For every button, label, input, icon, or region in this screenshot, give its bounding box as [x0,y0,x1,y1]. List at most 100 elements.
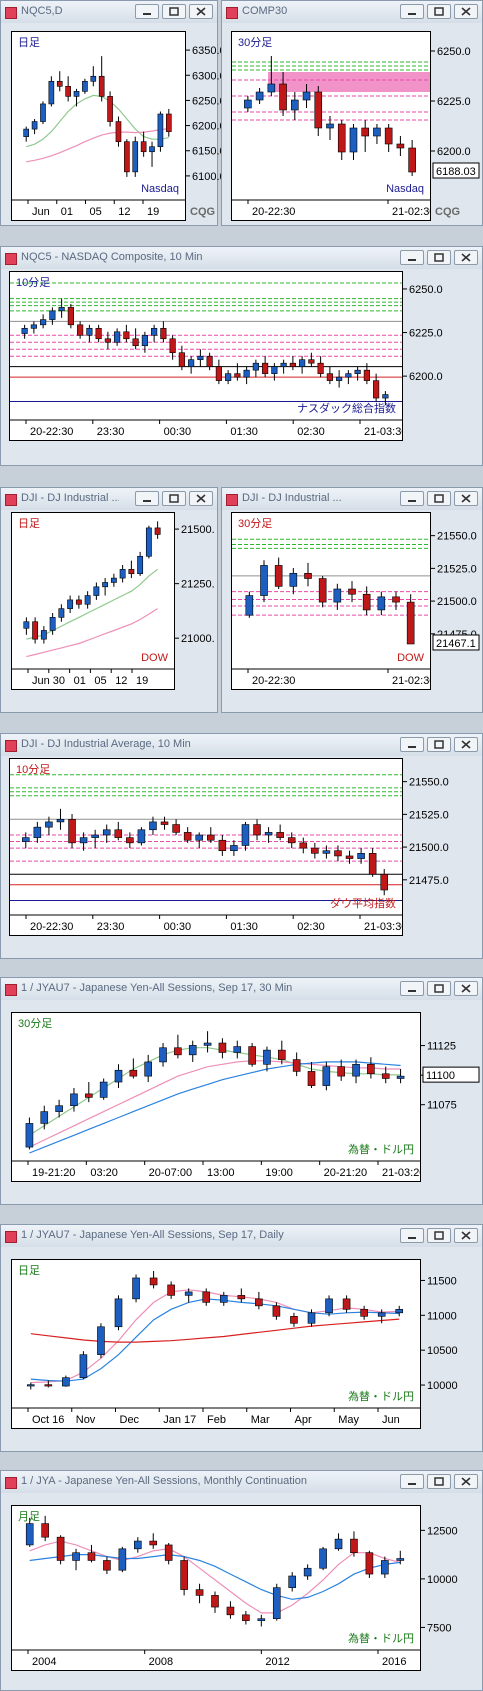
close-button[interactable] [454,491,478,506]
candle [40,101,46,125]
window-title: DJI - DJ Industrial ... [21,492,119,504]
plot-area[interactable]: 19-21:20 03:20 20-07:00 13:00 19:00 20-21:20 2… [11,1012,421,1182]
close-button[interactable] [454,981,478,996]
minimize-button[interactable] [400,737,424,752]
close-button[interactable] [189,4,213,19]
close-button[interactable] [454,1474,478,1489]
chart-app-icon [5,740,17,752]
plot-area[interactable]: Jun 30 01 05 12 19 日足 DOW [11,512,175,690]
window-title-bar[interactable]: DJI - DJ Industrial Average, 10 Min [1,734,482,756]
window-title-bar[interactable]: NQC5 - NASDAQ Composite, 10 Min [1,247,482,269]
close-button[interactable] [454,1228,478,1243]
x-tick-label: 01 [74,675,86,687]
close-icon [461,984,471,993]
plot-area[interactable]: 20-22:30 23:30 00:30 01:30 02:30 21-03:30 10分足… [9,758,403,936]
window-title-bar[interactable]: 1 / JYA - Japanese Yen-All Sessions, Mon… [1,1471,482,1493]
candle [255,1291,263,1310]
candle [95,324,102,343]
minimize-button[interactable] [400,1474,424,1489]
plot-area[interactable]: 20-22:30 21-02:30 30分足 DOW [231,512,431,690]
window-title-bar[interactable]: 1 / JYAU7 - Japanese Yen-All Sessions, S… [1,1225,482,1247]
x-tick-label: 23:30 [97,921,125,933]
timeframe-tag: 日足 [18,1265,40,1277]
candle [114,328,121,346]
plot-area[interactable]: Oct 16 Nov Dec Jan 17 Feb Mar Apr May Jun 日足 為替・ドル… [11,1259,421,1429]
plot-area[interactable]: 2004 2008 2012 2016 月足 為替・ドル円 [11,1505,421,1671]
candle [26,1382,35,1390]
y-tick-label: 6200.0 [437,146,471,158]
chart-app-icon [226,494,238,506]
moving-average-line [30,1289,400,1384]
x-tick-label: 21-03:30 [364,426,403,438]
candle [197,349,204,367]
candle [206,352,213,371]
candle [367,1057,375,1079]
close-button[interactable] [454,250,478,265]
x-tick-label: 19 [136,675,148,687]
maximize-button[interactable] [162,491,186,506]
chart-app-icon [226,7,238,19]
candle [132,1274,140,1303]
maximize-button[interactable] [427,250,451,265]
minimize-button[interactable] [400,4,424,19]
candle [41,1515,49,1542]
y-tick-label: 10500 [427,1345,458,1357]
candle [56,71,63,92]
window-title-bar[interactable]: 1 / JYAU7 - Japanese Yen-All Sessions, S… [1,978,482,1000]
window-title-bar[interactable]: DJI - DJ Industrial ... [222,488,482,510]
minimize-icon [143,500,151,502]
maximize-button[interactable] [427,1474,451,1489]
candle [262,356,269,378]
maximize-button[interactable] [427,4,451,19]
plot-area[interactable]: 20-22:30 23:30 00:30 01:30 02:30 21-03:30 10分足… [9,271,403,441]
candle [241,821,250,851]
close-icon [461,1477,471,1486]
window-title-bar[interactable]: COMP30 [222,1,482,23]
x-tick-label: Jun [32,675,50,687]
candle [373,373,380,402]
candle [382,391,389,406]
candle [110,573,117,587]
y-tick-label: 21550.0 [437,531,477,543]
maximize-button[interactable] [427,491,451,506]
maximize-button[interactable] [427,737,451,752]
candle [377,591,386,616]
maximize-button[interactable] [427,1228,451,1243]
y-tick-label: 6150.0 [192,146,226,158]
y-axis: 21550.0 21525.0 21500.0 21475.0 [403,777,449,887]
minimize-button[interactable] [135,4,159,19]
candle [77,321,84,339]
maximize-button[interactable] [427,981,451,996]
minimize-button[interactable] [400,250,424,265]
maximize-button[interactable] [162,4,186,19]
window-title-bar[interactable]: NQC5,D [1,1,217,23]
candle [145,525,152,559]
candle [271,363,278,381]
close-button[interactable] [189,491,213,506]
minimize-button[interactable] [400,1228,424,1243]
candle [257,1614,266,1627]
maximize-icon [434,253,444,262]
plot-area[interactable]: Jun 01 05 12 19 日足 Nasdaq [11,31,186,221]
x-tick-label: Feb [207,1414,226,1426]
minimize-button[interactable] [400,981,424,996]
chart-window-comp-30: COMP30 20-22:30 21-02:30 30分足 Nasdaq 6250.0 62… [221,0,483,226]
candle [349,124,358,160]
moving-average-line [29,1047,401,1136]
minimize-button[interactable] [400,491,424,506]
candle [242,1610,250,1625]
candle [218,835,227,856]
candle [348,581,356,603]
instrument-footer: Nasdaq [386,183,424,195]
plot-area[interactable]: 20-22:30 21-02:30 30分足 Nasdaq [231,31,431,221]
moving-average-line [26,94,169,148]
y-tick-label: 21525.0 [437,563,477,575]
candle [325,1295,333,1317]
close-button[interactable] [454,737,478,752]
candle [123,324,130,343]
minimize-button[interactable] [135,491,159,506]
window-title-bar[interactable]: DJI - DJ Industrial ... [1,488,217,510]
close-button[interactable] [454,4,478,19]
x-tick-label: 13:00 [207,1167,235,1179]
candle [226,1601,235,1619]
